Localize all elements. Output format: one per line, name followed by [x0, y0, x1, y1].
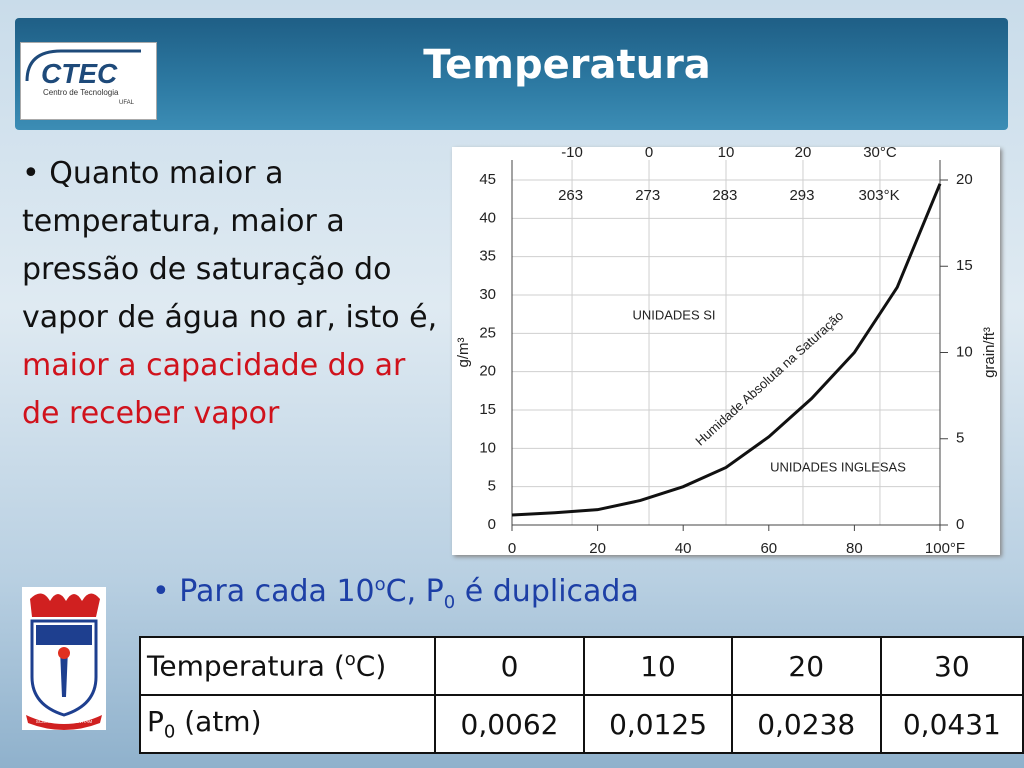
y2-axis-label: grain/ft³ [981, 327, 998, 378]
x2-tick-label: 20 [795, 147, 812, 161]
table-cell: 0,0431 [879, 694, 1024, 754]
x3-tick-label: 283 [712, 187, 737, 204]
row-label: Temperatura (oC) [139, 636, 436, 696]
x-tick-label: 60 [760, 540, 777, 555]
x3-tick-label: 293 [789, 187, 814, 204]
bullet-text: C, P [385, 574, 444, 609]
x2-tick-label: 10 [718, 147, 735, 161]
superscript: o [374, 574, 386, 595]
bullet-text: é duplicada [455, 574, 639, 609]
table-row: Temperatura (oC) 0 10 20 30 [139, 636, 1024, 696]
y2-tick-label: 20 [956, 171, 973, 188]
y-tick-label: 20 [479, 363, 496, 380]
bullet: • Para cada 10oC, P0 é duplicada [152, 574, 639, 613]
table-cell: 0 [433, 636, 586, 696]
logo-graphic: CTEC Centro de Tecnologia UFAL [25, 49, 141, 106]
bullet-highlight: maior a capacidade do ar de receber vapo… [22, 348, 406, 431]
x3-tick-label: 263 [558, 187, 583, 204]
y-tick-label: 40 [479, 209, 496, 226]
y-tick-label: 30 [479, 286, 496, 303]
y2-tick-label: 0 [956, 516, 964, 533]
title-bar [15, 18, 1008, 130]
logo-name: CTEC [41, 58, 118, 89]
y2-tick-label: 15 [956, 257, 973, 274]
table-cell: 0,0125 [583, 694, 733, 754]
bullet-text: Quanto maior a temperatura, maior a pres… [22, 156, 438, 335]
table-wrap: Temperatura (oC) 0 10 20 30 P0 (atm) 0,0062 0,0… [139, 636, 1024, 754]
label-part: Temperatura ( [147, 649, 345, 683]
x2-tick-label: -10 [561, 147, 583, 161]
label-part: C) [355, 649, 387, 683]
x3-tick-label: 273 [635, 187, 660, 204]
subscript: 0 [443, 592, 456, 613]
table-cell: 10 [583, 636, 733, 696]
y-tick-label: 10 [479, 439, 496, 456]
table-row: P0 (atm) 0,0062 0,0125 0,0238 0,0431 [139, 694, 1024, 754]
x2-tick-label: 0 [645, 147, 653, 161]
y-tick-label: 45 [479, 171, 496, 188]
y-axis-label: g/m³ [455, 337, 472, 367]
logo-subtitle: Centro de Tecnologia [43, 88, 119, 97]
label-part: P [147, 705, 164, 739]
label-part: (atm) [175, 705, 262, 739]
label-part: o [344, 649, 356, 671]
annotation: UNIDADES SI [632, 307, 715, 322]
x2-tick-label: 30°C [863, 147, 897, 161]
chart: 0 5 10 15 20 25 30 35 40 45 0 5 10 15 20 0 20 40 60 80 100°F… [452, 147, 1000, 555]
x-tick-label: 0 [508, 540, 516, 555]
table-cell: 0,0062 [433, 694, 586, 754]
emblem-graphic: SCIENTIA AD SAPIENTIAM [22, 587, 106, 730]
bullet: • Quanto maior a temperatura, maior a pr… [22, 156, 438, 431]
x-tick-label: 100°F [925, 540, 965, 555]
y-tick-label: 5 [488, 478, 496, 495]
x-tick-label: 80 [846, 540, 863, 555]
bullet-text: Para cada 10 [179, 574, 375, 609]
table-cell: 0,0238 [730, 694, 882, 754]
y-tick-label: 0 [488, 516, 496, 533]
y-tick-label: 25 [479, 324, 496, 341]
table: Temperatura (oC) 0 10 20 30 P0 (atm) 0,0062 0,0… [139, 636, 1024, 754]
y2-tick-label: 10 [956, 343, 973, 360]
annotation: Humidade Absoluta na Saturação [692, 308, 846, 449]
logo: CTEC Centro de Tecnologia UFAL [20, 42, 157, 120]
row-label: P0 (atm) [139, 694, 436, 754]
y-tick-label: 35 [479, 248, 496, 265]
emblem: SCIENTIA AD SAPIENTIAM [22, 587, 106, 734]
table-cell: 20 [730, 636, 882, 696]
y2-tick-label: 5 [956, 430, 964, 447]
emblem-motto: SCIENTIA AD SAPIENTIAM [36, 719, 93, 724]
x-tick-label: 40 [675, 540, 692, 555]
slide-title: Temperatura [423, 42, 711, 88]
x-tick-label: 20 [589, 540, 606, 555]
annotation: UNIDADES INGLESAS [770, 459, 906, 474]
x3-tick-label: 303°K [859, 187, 900, 204]
label-part: 0 [163, 721, 176, 743]
table-cell: 30 [879, 636, 1024, 696]
data-line [511, 183, 942, 517]
y-tick-label: 15 [479, 401, 496, 418]
logo-org: UFAL [119, 100, 135, 106]
